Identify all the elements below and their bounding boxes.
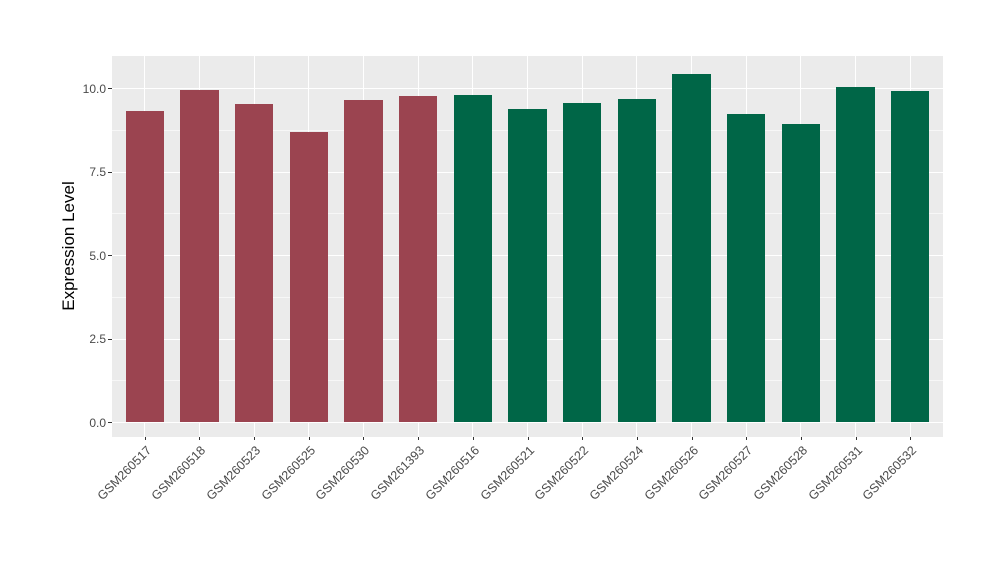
x-tick-label: GSM260524 (586, 443, 647, 503)
x-tick-mark (527, 437, 529, 440)
y-tick-label: 0.0 (89, 415, 106, 430)
y-tick-mark (108, 338, 112, 340)
x-tick-label: GSM260530 (313, 443, 373, 503)
y-tick-label: 7.5 (89, 165, 106, 179)
bar (453, 94, 492, 423)
x-tick-mark (199, 437, 201, 440)
x-tick-label: GSM260517 (94, 443, 155, 503)
bar (508, 108, 547, 423)
x-tick-mark (472, 437, 474, 440)
x-tick-label: GSM261393 (367, 443, 428, 503)
x-tick-label: GSM260527 (695, 443, 756, 503)
x-tick-mark (308, 437, 310, 440)
x-tick-mark (582, 437, 584, 440)
x-tick-mark (746, 437, 748, 440)
x-tick-label: GSM260522 (531, 443, 592, 503)
plot-panel (112, 56, 943, 437)
bar (781, 123, 820, 423)
x-tick-mark (691, 437, 693, 440)
y-tick-mark (108, 422, 112, 423)
x-tick-mark (363, 437, 365, 440)
x-tick-label: GSM260521 (477, 443, 537, 503)
x-tick-mark (855, 437, 857, 440)
bar (235, 103, 274, 423)
y-tick-mark (108, 88, 112, 89)
y-axis-title: Expression Level (59, 181, 78, 311)
x-tick-label: GSM260531 (805, 443, 865, 503)
bar (672, 74, 711, 423)
x-tick-label: GSM260518 (149, 443, 209, 503)
x-tick-mark (254, 437, 256, 440)
x-tick-label: GSM260516 (422, 443, 483, 503)
x-tick-mark (636, 437, 638, 440)
bar (727, 114, 766, 423)
bar (344, 100, 383, 423)
x-tick-mark (418, 437, 420, 440)
bar (180, 90, 219, 423)
bar (563, 103, 602, 423)
x-tick-mark (910, 437, 912, 440)
bar (836, 87, 875, 423)
x-tick-mark (800, 437, 802, 440)
y-tick-label: 10.0 (82, 81, 106, 96)
bar (125, 110, 164, 423)
bar (289, 132, 328, 423)
x-tick-label: GSM260532 (859, 443, 920, 503)
bar (399, 95, 438, 423)
x-tick-label: GSM260528 (750, 443, 811, 503)
bar (617, 98, 656, 423)
x-tick-label: GSM260523 (203, 443, 264, 503)
x-tick-label: GSM260525 (258, 443, 319, 503)
bar (891, 91, 930, 423)
y-tick-mark (108, 255, 112, 256)
y-tick-label: 2.5 (89, 332, 106, 346)
y-tick-label: 5.0 (89, 248, 106, 263)
x-tick-mark (144, 437, 146, 440)
x-tick-label: GSM260526 (641, 443, 701, 503)
y-tick-mark (108, 171, 112, 173)
